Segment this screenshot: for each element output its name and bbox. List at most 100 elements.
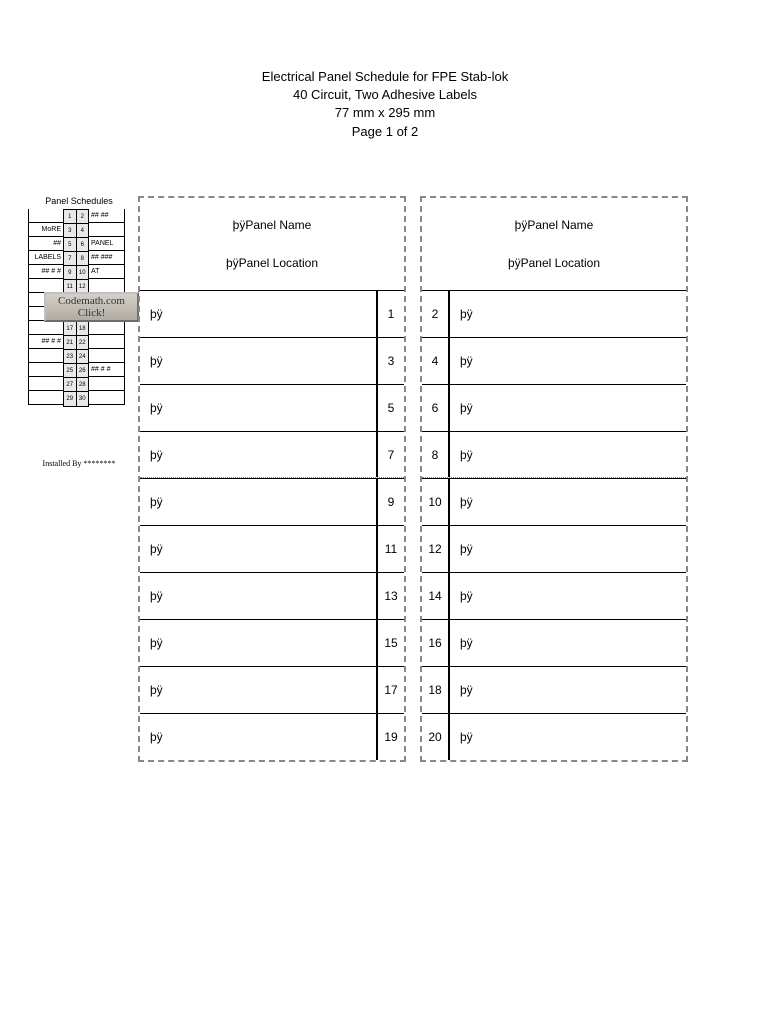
- codemath-label-2: Click!: [46, 307, 137, 319]
- circuit-row: 8þÿ: [422, 431, 686, 478]
- mini-center-row: 1718: [64, 322, 88, 336]
- document-header: Electrical Panel Schedule for FPE Stab-l…: [0, 0, 770, 141]
- mini-left-cell: ## # #: [28, 265, 63, 279]
- circuit-row: þÿ5: [140, 384, 404, 431]
- circuit-row: 4þÿ: [422, 337, 686, 384]
- circuit-number: 19: [376, 714, 404, 760]
- circuit-row: 12þÿ: [422, 525, 686, 572]
- circuit-number: 2: [422, 291, 450, 337]
- circuit-row: þÿ3: [140, 337, 404, 384]
- sidebar-title: Panel Schedules: [28, 196, 130, 206]
- left-panel-location: þÿPanel Location: [140, 256, 404, 270]
- mini-cell: 23: [64, 350, 77, 363]
- right-panel-header: þÿPanel Name þÿPanel Location: [422, 198, 686, 290]
- mini-left-cell: [28, 209, 63, 223]
- mini-cell: 26: [77, 364, 89, 377]
- mini-center-row: 2930: [64, 392, 88, 406]
- circuit-label: þÿ: [140, 636, 376, 650]
- header-line-3: 77 mm x 295 mm: [0, 104, 770, 122]
- mini-right-cell: [89, 377, 125, 391]
- circuit-row: þÿ19: [140, 713, 404, 760]
- mini-left-cell: LABELS: [28, 251, 63, 265]
- mini-cell: 9: [64, 266, 77, 279]
- mini-right-cell: PANEL: [89, 237, 125, 251]
- mini-cell: 1: [64, 210, 77, 223]
- mini-center-row: 2324: [64, 350, 88, 364]
- circuit-number: 16: [422, 620, 450, 666]
- codemath-button[interactable]: Codemath.com Click!: [44, 292, 139, 322]
- circuit-row: 2þÿ: [422, 290, 686, 337]
- mini-center-row: 56: [64, 238, 88, 252]
- header-line-1: Electrical Panel Schedule for FPE Stab-l…: [0, 68, 770, 86]
- mini-left-cell: [28, 363, 63, 377]
- circuit-row: 6þÿ: [422, 384, 686, 431]
- mini-cell: 25: [64, 364, 77, 377]
- circuit-label: þÿ: [450, 542, 686, 556]
- circuit-label: þÿ: [140, 589, 376, 603]
- mini-right-cell: [89, 321, 125, 335]
- mini-cell: 5: [64, 238, 77, 251]
- mini-left-cell: ## # #: [28, 335, 63, 349]
- circuit-label: þÿ: [140, 307, 376, 321]
- mini-cell: 21: [64, 336, 77, 349]
- circuit-label: þÿ: [140, 401, 376, 415]
- mini-left-cell: [28, 349, 63, 363]
- codemath-label-1: Codemath.com: [46, 295, 137, 307]
- circuit-label: þÿ: [450, 307, 686, 321]
- circuit-label: þÿ: [450, 495, 686, 509]
- mini-right-cell: ## # #: [89, 363, 125, 377]
- circuit-row: þÿ13: [140, 572, 404, 619]
- mini-center-row: 2728: [64, 378, 88, 392]
- mini-center-row: 2122: [64, 336, 88, 350]
- sidebar-panel-schedules: Panel Schedules MoRE##LABELS## # ### # #…: [28, 196, 130, 468]
- circuit-label: þÿ: [450, 401, 686, 415]
- mini-cell: 2: [77, 210, 89, 223]
- mini-cell: 17: [64, 322, 77, 335]
- circuit-label: þÿ: [450, 636, 686, 650]
- circuit-row: 14þÿ: [422, 572, 686, 619]
- mini-cell: 3: [64, 224, 77, 237]
- circuit-row: 18þÿ: [422, 666, 686, 713]
- circuit-number: 8: [422, 432, 450, 477]
- mini-left-cell: [28, 377, 63, 391]
- mini-center-row: 12: [64, 210, 88, 224]
- circuit-number: 5: [376, 385, 404, 431]
- circuit-number: 14: [422, 573, 450, 619]
- mini-right-cell: ## ##: [89, 209, 125, 223]
- circuit-row: 20þÿ: [422, 713, 686, 760]
- circuit-number: 9: [376, 479, 404, 525]
- circuit-label: þÿ: [140, 542, 376, 556]
- circuit-number: 3: [376, 338, 404, 384]
- mini-cell: 27: [64, 378, 77, 391]
- mini-left-cell: [28, 321, 63, 335]
- mini-right-cell: ## ###: [89, 251, 125, 265]
- mini-right-cell: [89, 223, 125, 237]
- left-panel: þÿPanel Name þÿPanel Location þÿ1þÿ3þÿ5þ…: [138, 196, 406, 762]
- header-line-2: 40 Circuit, Two Adhesive Labels: [0, 86, 770, 104]
- mini-center-row: 34: [64, 224, 88, 238]
- circuit-number: 11: [376, 526, 404, 572]
- circuit-label: þÿ: [450, 730, 686, 744]
- mini-right-cell: [89, 335, 125, 349]
- circuit-row: þÿ1: [140, 290, 404, 337]
- circuit-row: þÿ9: [140, 478, 404, 525]
- right-panel: þÿPanel Name þÿPanel Location 2þÿ4þÿ6þÿ8…: [420, 196, 688, 762]
- mini-right-cell: [89, 349, 125, 363]
- mini-cell: 4: [77, 224, 89, 237]
- mini-cell: 29: [64, 392, 77, 406]
- mini-center-row: 78: [64, 252, 88, 266]
- circuit-label: þÿ: [450, 683, 686, 697]
- circuit-number: 10: [422, 479, 450, 525]
- right-panel-location: þÿPanel Location: [422, 256, 686, 270]
- circuit-label: þÿ: [140, 683, 376, 697]
- circuit-row: þÿ17: [140, 666, 404, 713]
- mini-cell: 10: [77, 266, 89, 279]
- mini-cell: 18: [77, 322, 89, 335]
- circuit-number: 6: [422, 385, 450, 431]
- mini-center-row: 910: [64, 266, 88, 280]
- mini-center-row: 2526: [64, 364, 88, 378]
- circuit-label: þÿ: [140, 354, 376, 368]
- circuit-row: þÿ11: [140, 525, 404, 572]
- mini-left-cell: MoRE: [28, 223, 63, 237]
- installed-by-label: Installed By ********: [28, 459, 130, 468]
